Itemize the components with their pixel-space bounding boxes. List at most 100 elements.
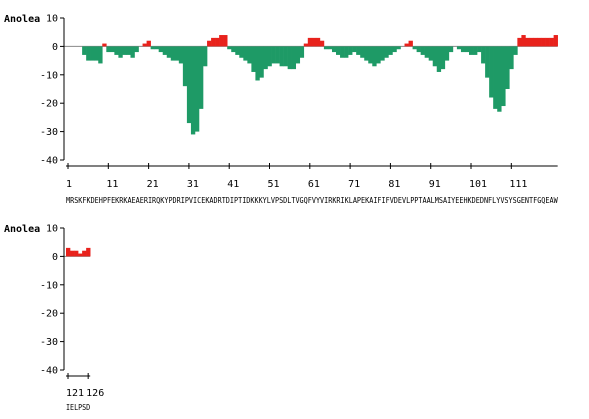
bar-negative (440, 46, 446, 70)
bar-negative (412, 46, 417, 50)
x-tick-label: 121 (66, 388, 84, 399)
y-tick-label: 10 (46, 14, 58, 25)
bar-negative (336, 46, 341, 55)
y-tick-label: -10 (40, 70, 58, 81)
bar-negative (235, 46, 240, 55)
bar-negative (227, 46, 232, 50)
bar-negative (469, 46, 474, 55)
bar-positive (70, 250, 75, 257)
bar-positive (82, 250, 87, 257)
bar-negative (456, 46, 462, 50)
bar-negative (259, 46, 264, 78)
bar-negative (182, 46, 188, 87)
bar-negative (82, 46, 87, 55)
y-tick-label: -20 (40, 99, 58, 110)
bar-positive (78, 253, 83, 257)
bar-negative (392, 46, 397, 53)
bar-negative (444, 46, 450, 61)
bar-negative (372, 46, 377, 67)
bar-negative (186, 46, 192, 124)
bar-positive (215, 37, 220, 47)
sequence-label: MRSKFKDEHPFEKRKAEAERIRQKYPDRIPVICEKADRTD… (66, 196, 558, 205)
bar-negative (428, 46, 434, 61)
bar-negative (247, 46, 252, 64)
bar-negative (364, 46, 369, 61)
bar-negative (384, 46, 389, 58)
bar-positive (408, 40, 413, 47)
bar-negative (481, 46, 486, 64)
bar-positive (86, 247, 91, 257)
bar-positive (319, 40, 325, 47)
bar-positive (211, 37, 216, 47)
bar-negative (255, 46, 260, 81)
anolea-panel-top: Anolea 100-10-20-30-401 11 21 31 41 51 61 71 81 91… (4, 14, 558, 205)
bar-negative (299, 46, 305, 58)
bar-negative (122, 46, 127, 55)
bar-negative (251, 46, 256, 72)
bar-positive (311, 37, 317, 47)
bar-positive (307, 37, 313, 47)
y-tick-label: 0 (52, 42, 58, 53)
bar-positive (404, 43, 409, 47)
bar-negative (239, 46, 244, 58)
bar-positive (146, 40, 151, 47)
bar-positive (102, 43, 107, 47)
bar-negative (380, 46, 385, 61)
bar-negative (98, 46, 103, 64)
bar-positive (315, 37, 321, 47)
bar-negative (190, 46, 196, 135)
bar-negative (150, 46, 155, 50)
bar-negative (267, 46, 272, 67)
bar-negative (243, 46, 248, 61)
y-tick-label: 10 (46, 224, 58, 235)
bar-negative (114, 46, 119, 55)
bar-negative (352, 46, 357, 53)
x-tick-label: 61 (308, 179, 320, 190)
y-tick-label: -30 (40, 127, 58, 138)
bar-negative (126, 46, 131, 55)
bar-negative (396, 46, 401, 50)
bar-negative (485, 46, 490, 78)
y-tick-label: -40 (40, 366, 58, 377)
bar-positive (223, 35, 228, 47)
x-tick-label: 111 (509, 179, 527, 190)
bar-negative (388, 46, 393, 55)
bar-negative (460, 46, 466, 53)
bar-negative (501, 46, 506, 107)
bar-negative (275, 46, 280, 64)
bar-negative (340, 46, 345, 58)
x-tick-label: 81 (388, 179, 400, 190)
bar-negative (118, 46, 123, 58)
bar-negative (166, 46, 172, 58)
x-tick-label: 31 (187, 179, 199, 190)
bar-negative (263, 46, 268, 70)
bar-negative (178, 46, 184, 64)
bar-negative (420, 46, 425, 55)
bar-positive (533, 37, 538, 47)
bar-negative (158, 46, 164, 53)
x-tick-label: 126 (86, 388, 104, 399)
bar-negative (477, 46, 482, 53)
bar-positive (207, 40, 212, 47)
bar-negative (194, 46, 200, 132)
x-tick-label: 101 (469, 179, 487, 190)
x-tick-label: 51 (268, 179, 280, 190)
bar-positive (66, 247, 71, 257)
bar-negative (368, 46, 373, 64)
bar-negative (436, 46, 442, 72)
bar-negative (513, 46, 518, 55)
bar-negative (203, 46, 208, 67)
y-tick-label: -20 (40, 309, 58, 320)
y-tick-label: -10 (40, 280, 58, 291)
bar-negative (327, 46, 333, 50)
bar-positive (541, 37, 546, 47)
bar-negative (291, 46, 297, 70)
bar-positive (553, 35, 558, 47)
bar-negative (130, 46, 135, 58)
bar-negative (231, 46, 236, 53)
bar-negative (360, 46, 365, 58)
bar-positive (521, 35, 526, 47)
y-tick-label: -30 (40, 337, 58, 348)
bar-negative (505, 46, 510, 89)
